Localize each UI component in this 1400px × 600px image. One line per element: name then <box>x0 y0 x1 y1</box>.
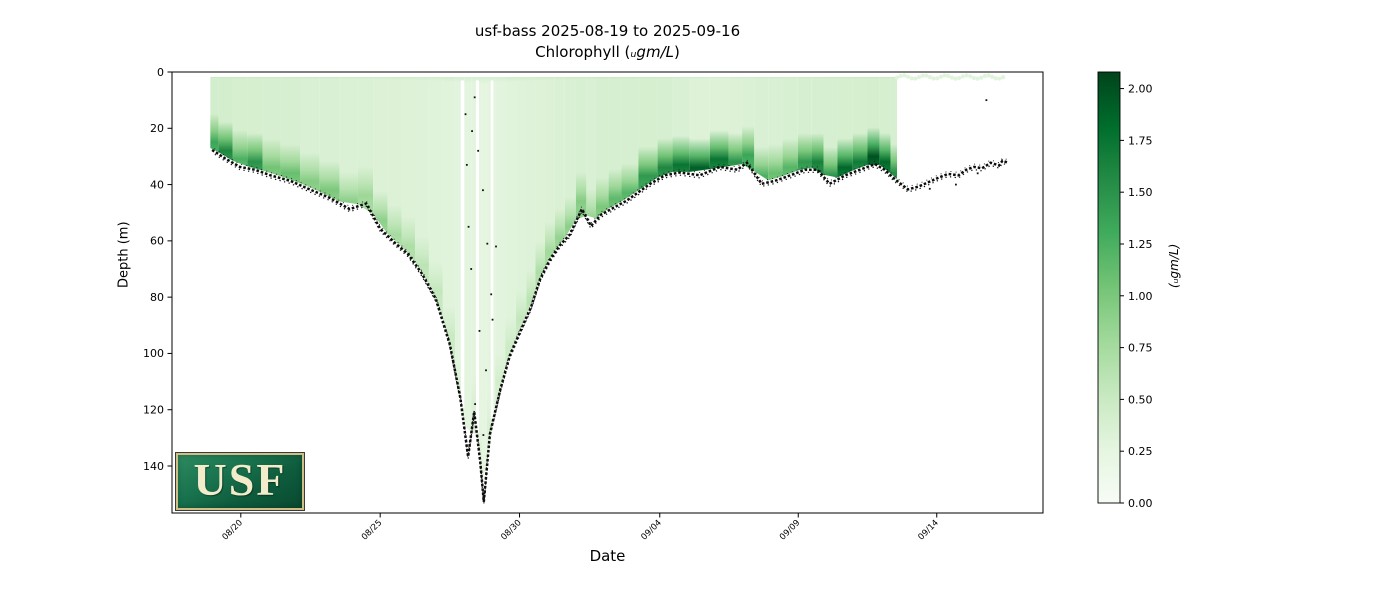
svg-text:60: 60 <box>150 235 164 248</box>
svg-text:100: 100 <box>143 347 164 360</box>
chart-subtitle-unit: ᵤgm/L <box>630 43 674 61</box>
svg-text:80: 80 <box>150 291 164 304</box>
svg-text:09/04: 09/04 <box>639 518 663 542</box>
svg-text:1.50: 1.50 <box>1128 186 1153 199</box>
svg-text:40: 40 <box>150 178 164 191</box>
chart-subtitle-suffix: ) <box>673 43 680 61</box>
svg-text:0.50: 0.50 <box>1128 393 1153 406</box>
usf-logo-text: USF <box>193 453 287 505</box>
svg-text:1.75: 1.75 <box>1128 134 1153 147</box>
svg-text:08/20: 08/20 <box>221 518 245 542</box>
svg-text:08/30: 08/30 <box>499 518 523 542</box>
svg-text:140: 140 <box>143 460 164 473</box>
svg-text:1.00: 1.00 <box>1128 290 1153 303</box>
svg-text:0: 0 <box>157 66 164 79</box>
x-axis-label: Date <box>589 547 626 565</box>
svg-text:0.25: 0.25 <box>1128 445 1153 458</box>
svg-text:09/14: 09/14 <box>916 518 940 542</box>
svg-text:0.75: 0.75 <box>1128 342 1153 355</box>
usf-logo: USF <box>176 453 304 510</box>
svg-text:0.00: 0.00 <box>1128 497 1153 510</box>
chart-subtitle-prefix: Chlorophyll ( <box>535 43 631 61</box>
svg-text:120: 120 <box>143 404 164 417</box>
chart-subtitle: Chlorophyll (ᵤgm/L) <box>172 44 1043 61</box>
svg-text:08/25: 08/25 <box>360 518 384 542</box>
svg-text:2.00: 2.00 <box>1128 83 1153 96</box>
svg-text:20: 20 <box>150 122 164 135</box>
svg-text:09/09: 09/09 <box>778 518 802 542</box>
chart-title: usf-bass 2025-08-19 to 2025-09-16 <box>474 22 741 40</box>
svg-text:1.25: 1.25 <box>1128 238 1153 251</box>
